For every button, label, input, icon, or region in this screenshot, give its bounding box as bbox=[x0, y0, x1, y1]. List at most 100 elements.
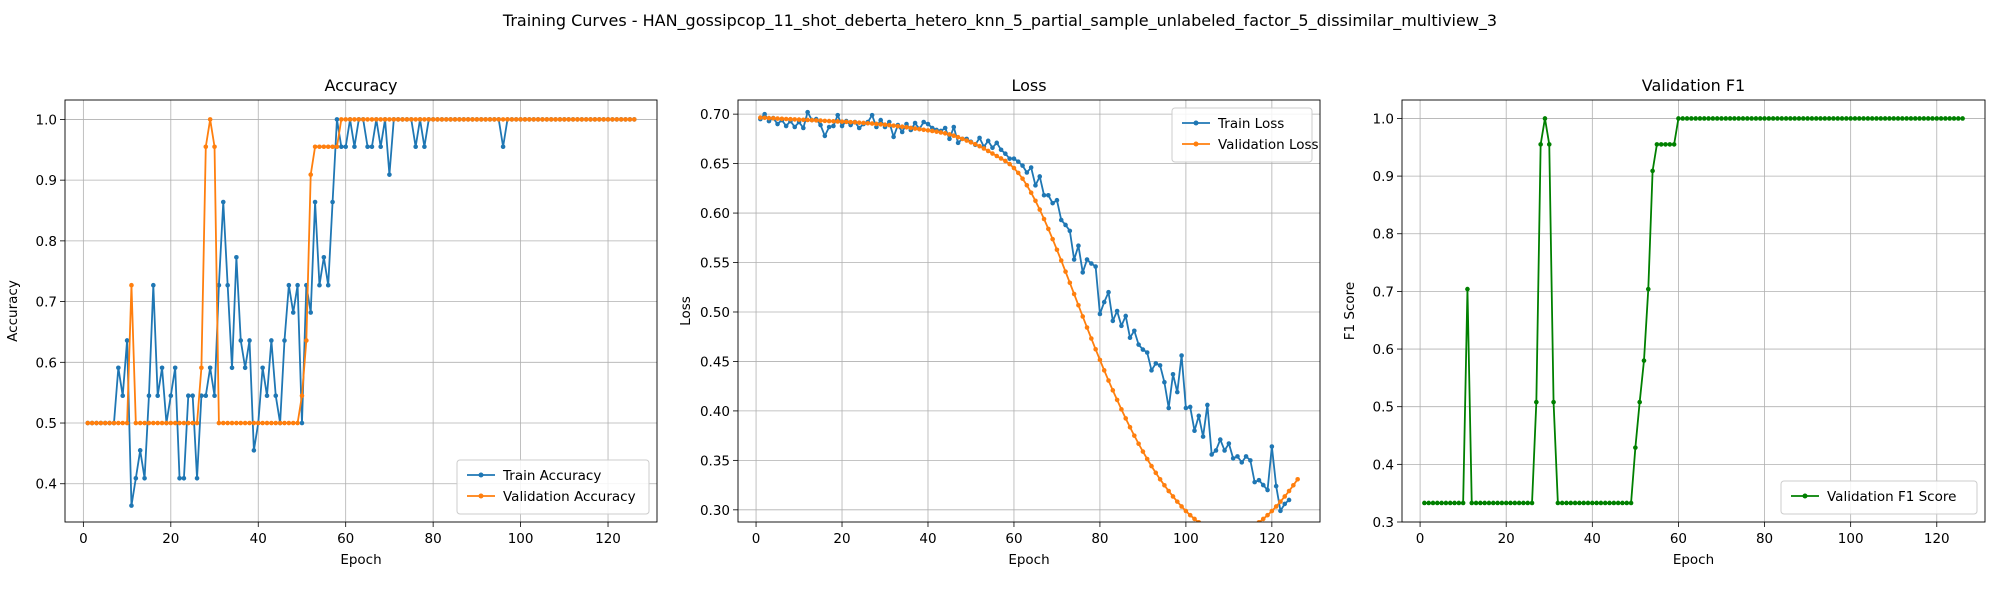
data-point bbox=[286, 282, 292, 288]
legend-swatch-marker bbox=[1193, 141, 1199, 147]
data-point bbox=[1106, 289, 1111, 295]
data-point bbox=[238, 420, 244, 426]
data-point bbox=[317, 282, 322, 288]
data-point bbox=[199, 365, 204, 371]
data-point bbox=[1460, 500, 1466, 506]
data-point bbox=[177, 475, 182, 481]
legend-label: Train Loss bbox=[1217, 116, 1284, 132]
data-point bbox=[439, 117, 445, 122]
data-point bbox=[1166, 488, 1171, 494]
data-point bbox=[116, 420, 121, 426]
data-point bbox=[1598, 500, 1604, 506]
data-point bbox=[1256, 520, 1262, 522]
data-point bbox=[1101, 299, 1107, 305]
data-point bbox=[1512, 500, 1518, 506]
data-point bbox=[891, 123, 896, 128]
legend-item: Train Accuracy bbox=[467, 468, 601, 484]
data-point bbox=[1269, 444, 1275, 449]
data-point bbox=[1205, 402, 1210, 408]
data-point bbox=[1723, 116, 1729, 121]
data-point bbox=[518, 117, 523, 122]
data-point bbox=[1046, 226, 1051, 232]
data-point bbox=[98, 420, 104, 426]
data-point bbox=[570, 117, 576, 122]
data-point bbox=[1071, 257, 1077, 262]
data-point bbox=[1248, 458, 1253, 463]
legend-box bbox=[1780, 480, 1978, 515]
data-point bbox=[1200, 434, 1206, 439]
data-point bbox=[1856, 116, 1862, 121]
data-point bbox=[207, 117, 213, 122]
data-point bbox=[1222, 448, 1227, 453]
data-point bbox=[1590, 500, 1595, 506]
data-point bbox=[1869, 116, 1875, 121]
data-point bbox=[951, 133, 957, 139]
data-point bbox=[181, 475, 187, 481]
data-point bbox=[404, 117, 410, 122]
data-point bbox=[251, 420, 257, 426]
data-point bbox=[998, 147, 1004, 153]
data-point bbox=[1054, 197, 1060, 203]
data-point bbox=[382, 117, 388, 122]
data-point bbox=[852, 120, 858, 125]
data-point bbox=[1908, 116, 1914, 121]
data-point bbox=[304, 338, 309, 343]
data-point bbox=[631, 117, 637, 122]
data-point bbox=[779, 116, 785, 122]
data-point bbox=[181, 420, 187, 426]
legend: Validation F1 Score bbox=[1780, 480, 1978, 515]
data-point bbox=[908, 125, 914, 131]
data-point bbox=[579, 117, 585, 122]
data-point bbox=[238, 338, 244, 343]
data-point bbox=[1525, 500, 1531, 506]
data-point bbox=[1633, 445, 1638, 450]
data-point bbox=[435, 117, 440, 122]
data-point bbox=[1024, 182, 1030, 188]
chart-panel-3: 0 20 40 60 80 100 120 0.3 0.4 0.5 0.6 0.7 0.8 0.9 1.0 V… bbox=[1342, 76, 1986, 568]
data-point bbox=[818, 122, 823, 128]
data-point bbox=[1157, 476, 1163, 482]
data-point bbox=[321, 254, 327, 260]
data-point bbox=[562, 117, 567, 122]
data-point bbox=[452, 117, 458, 122]
data-point bbox=[194, 420, 200, 426]
data-point bbox=[540, 117, 545, 122]
data-point bbox=[1291, 483, 1296, 488]
data-point bbox=[1801, 116, 1806, 121]
data-point bbox=[146, 393, 152, 399]
x-tick-label: 40 bbox=[919, 531, 936, 547]
data-point bbox=[981, 146, 987, 151]
data-point bbox=[575, 117, 580, 122]
data-point bbox=[129, 503, 134, 508]
data-point bbox=[1132, 433, 1137, 438]
data-point bbox=[203, 393, 209, 399]
legend-box bbox=[1171, 107, 1313, 163]
data-point bbox=[861, 120, 866, 126]
data-point bbox=[1058, 217, 1064, 223]
data-point bbox=[1895, 116, 1901, 121]
data-point bbox=[417, 117, 423, 122]
data-point bbox=[295, 282, 300, 288]
data-point bbox=[826, 118, 832, 124]
data-point bbox=[247, 338, 252, 343]
data-point bbox=[921, 127, 926, 133]
x-axis-label: Epoch bbox=[1673, 552, 1714, 568]
data-point bbox=[1196, 413, 1202, 419]
data-point bbox=[116, 365, 121, 371]
x-tick-label: 40 bbox=[1584, 531, 1601, 547]
data-point bbox=[339, 144, 344, 150]
data-point bbox=[229, 420, 235, 426]
data-point bbox=[1076, 243, 1081, 249]
data-point bbox=[1469, 500, 1475, 506]
data-point bbox=[1508, 500, 1513, 506]
data-point bbox=[509, 117, 515, 122]
y-tick-label: 0.65 bbox=[700, 157, 730, 173]
data-point bbox=[225, 282, 230, 288]
x-tick-label: 100 bbox=[1838, 531, 1864, 547]
data-point bbox=[330, 144, 335, 150]
figure-suptitle: Training Curves - HAN_gossipcop_11_shot_… bbox=[502, 11, 1497, 31]
data-point bbox=[951, 124, 957, 130]
data-point bbox=[422, 144, 427, 150]
data-point bbox=[1486, 500, 1492, 506]
data-point bbox=[1136, 342, 1141, 347]
